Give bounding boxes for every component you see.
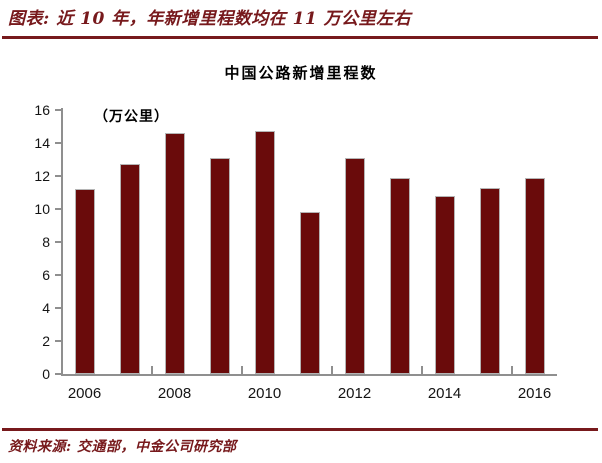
x-tick-label: 2014 [427, 385, 462, 402]
bar-2009 [209, 157, 230, 374]
x-tick [241, 366, 243, 374]
y-tick-label: 16 [34, 102, 50, 118]
x-tick [331, 366, 333, 374]
y-tick-label: 6 [42, 267, 50, 283]
x-tick-label: 2008 [157, 385, 192, 402]
x-tick-label: 2016 [517, 385, 552, 402]
bar-2007 [119, 164, 140, 374]
y-tick [55, 142, 62, 144]
x-tick [421, 366, 423, 374]
bar-2013 [389, 177, 410, 374]
bar-2015 [479, 187, 500, 374]
y-tick-label: 10 [34, 201, 50, 217]
y-tick [55, 175, 62, 177]
x-tick [151, 366, 153, 374]
figure-caption: 图表: 近 10 年，年新增里程数均在 11 万公里左右 [8, 9, 412, 29]
y-tick [55, 307, 62, 309]
source-divider [2, 428, 598, 431]
bar-2012 [344, 157, 365, 374]
y-tick-label: 12 [34, 168, 50, 184]
bar-2006 [74, 189, 95, 374]
y-axis-unit-label: （万公里） [94, 109, 169, 125]
y-tick-label: 14 [34, 135, 50, 151]
y-tick [55, 373, 62, 375]
bar-2008 [164, 133, 185, 374]
y-tick [55, 208, 62, 210]
bar-2014 [434, 195, 455, 374]
y-tick-label: 2 [42, 333, 50, 349]
x-tick [511, 366, 513, 374]
y-tick [55, 274, 62, 276]
caption-divider [2, 36, 598, 39]
y-tick-label: 8 [42, 234, 50, 250]
y-tick [55, 109, 62, 111]
y-tick-label: 0 [42, 366, 50, 382]
source-note: 资料来源: 交通部，中金公司研究部 [8, 439, 237, 455]
chart-title: 中国公路新增里程数 [224, 64, 378, 82]
x-axis-line [61, 373, 557, 376]
bar-2011 [299, 212, 320, 374]
y-tick [55, 241, 62, 243]
x-tick-label: 2010 [247, 385, 282, 402]
bar-2016 [524, 177, 545, 374]
x-tick-label: 2012 [337, 385, 372, 402]
y-tick-label: 4 [42, 300, 50, 316]
x-tick-label: 2006 [67, 385, 102, 402]
bar-2010 [254, 131, 275, 374]
y-tick [55, 340, 62, 342]
